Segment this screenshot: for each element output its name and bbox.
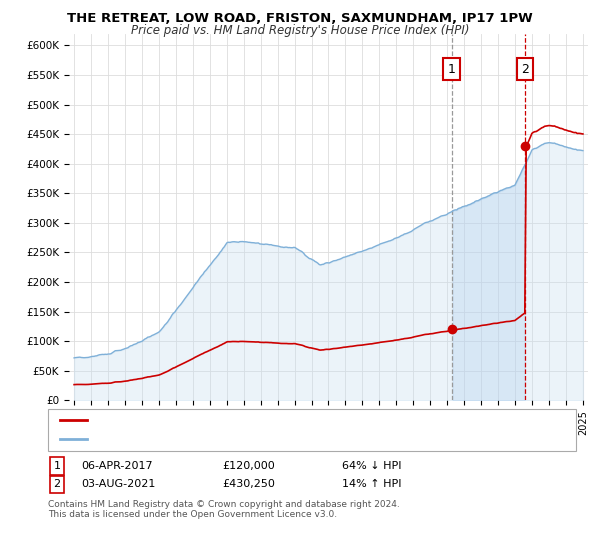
- Text: THE RETREAT, LOW ROAD, FRISTON, SAXMUNDHAM, IP17 1PW (detached house): THE RETREAT, LOW ROAD, FRISTON, SAXMUNDH…: [93, 415, 512, 425]
- Text: 2: 2: [521, 63, 529, 76]
- Text: Price paid vs. HM Land Registry's House Price Index (HPI): Price paid vs. HM Land Registry's House …: [131, 24, 469, 37]
- Text: 03-AUG-2021: 03-AUG-2021: [81, 479, 155, 489]
- Text: £430,250: £430,250: [222, 479, 275, 489]
- Text: HPI: Average price, detached house, East Suffolk: HPI: Average price, detached house, East…: [93, 435, 348, 445]
- Text: 1: 1: [448, 63, 456, 76]
- Text: 64% ↓ HPI: 64% ↓ HPI: [342, 461, 401, 471]
- Text: 14% ↑ HPI: 14% ↑ HPI: [342, 479, 401, 489]
- Text: Contains HM Land Registry data © Crown copyright and database right 2024.
This d: Contains HM Land Registry data © Crown c…: [48, 500, 400, 519]
- Text: £120,000: £120,000: [222, 461, 275, 471]
- Text: 1: 1: [53, 461, 61, 471]
- Text: THE RETREAT, LOW ROAD, FRISTON, SAXMUNDHAM, IP17 1PW: THE RETREAT, LOW ROAD, FRISTON, SAXMUNDH…: [67, 12, 533, 25]
- Text: 06-APR-2017: 06-APR-2017: [81, 461, 152, 471]
- Text: 2: 2: [53, 479, 61, 489]
